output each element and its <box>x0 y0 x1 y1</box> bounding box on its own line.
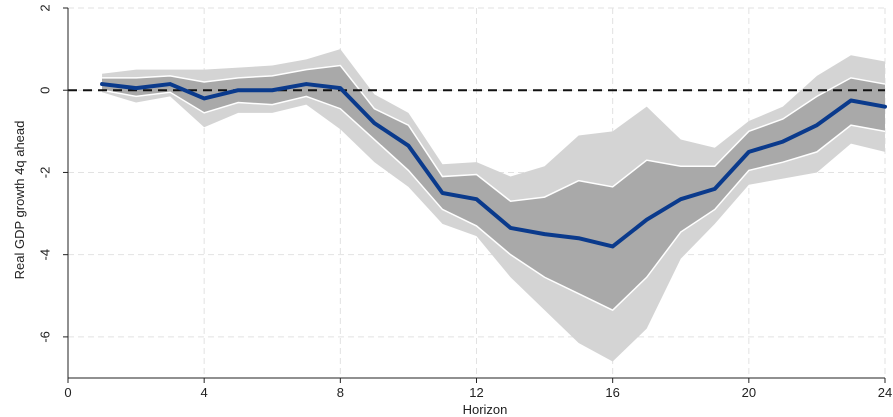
y-axis-title: Real GDP growth 4q ahead <box>12 121 27 280</box>
y-tick-label: -6 <box>37 331 52 343</box>
point-estimate <box>100 82 887 249</box>
inner-band-lower-edge <box>101 89 886 312</box>
x-tick-label: 20 <box>742 385 756 400</box>
x-tick-label: 12 <box>469 385 483 400</box>
inner-band-upper-edge <box>102 64 886 203</box>
x-tick-label: 0 <box>64 385 71 400</box>
y-tick-label: 0 <box>37 87 52 94</box>
confidence-bands <box>101 49 886 362</box>
y-tick-label: 2 <box>37 4 52 11</box>
y-tick-label: -2 <box>37 167 52 179</box>
series-line <box>100 82 887 249</box>
x-axis-title: Horizon <box>463 402 508 417</box>
x-tick-label: 8 <box>337 385 344 400</box>
x-tick-label: 16 <box>605 385 619 400</box>
x-tick-label: 24 <box>878 385 892 400</box>
x-tick-label: 4 <box>201 385 208 400</box>
y-tick-label: -4 <box>37 249 52 261</box>
